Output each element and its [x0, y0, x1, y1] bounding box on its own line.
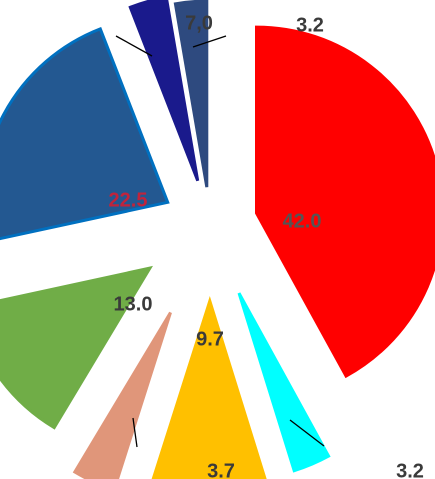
leader-line-7 — [192, 35, 227, 48]
pie-slice-2 — [151, 295, 267, 479]
data-label-6: 3.2 — [296, 14, 324, 36]
pie-slice-0 — [255, 25, 435, 379]
data-label-5: 22.5 — [109, 189, 148, 211]
data-label-1: 3.2 — [396, 460, 424, 479]
pie-slice-6 — [128, 0, 200, 182]
data-label-2: 9.7 — [196, 328, 224, 350]
pie-slice-1 — [237, 292, 331, 473]
pie-slice-7 — [173, 0, 209, 188]
leader-line-3 — [132, 417, 138, 448]
leader-line-1 — [289, 419, 325, 447]
data-label-4: 13.0 — [114, 293, 153, 315]
leader-line-6 — [115, 35, 153, 57]
pie-slice-4 — [0, 265, 153, 430]
data-label-3: 3.7 — [207, 460, 235, 479]
data-label-7: 7,0 — [185, 12, 213, 34]
pie-slice-3 — [72, 311, 172, 479]
pie-slice-5 — [0, 26, 170, 241]
data-label-0: 42.0 — [283, 210, 322, 232]
